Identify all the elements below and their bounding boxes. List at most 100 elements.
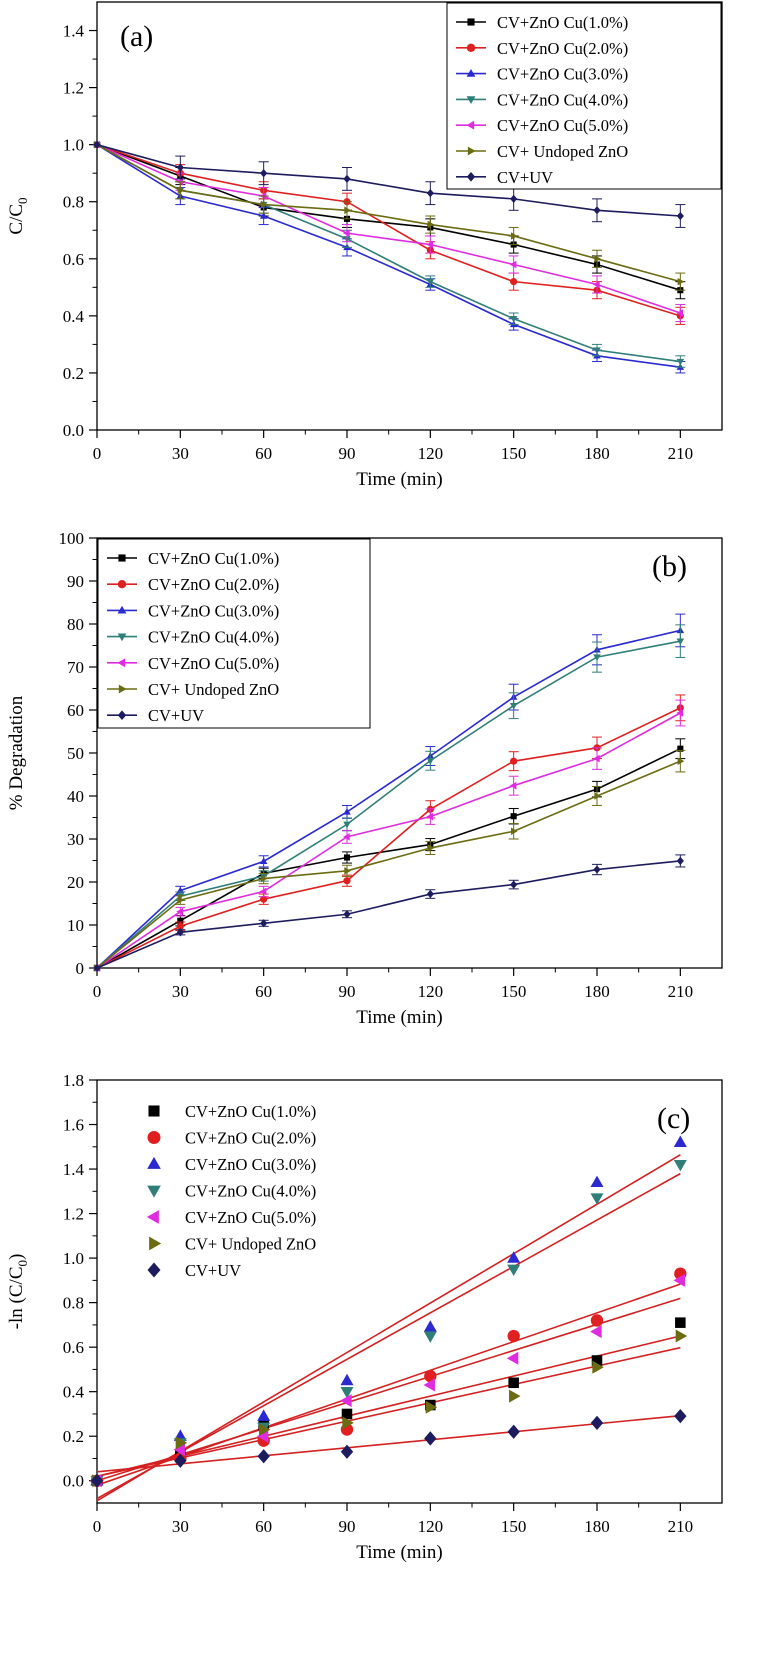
data-point [673,1135,687,1147]
data-point [594,792,601,800]
data-point [343,854,351,861]
panel-c: 0 30 60 90 120 150 180 210 0.0 0.2 0.4 0.6 0.8 1.0 1.2… [6,1071,723,1563]
legend-frame [446,2,722,190]
data-point [510,827,518,836]
data-point [425,1400,438,1414]
legend-item: CV+ZnO Cu(5.0%) [456,116,628,135]
legend-marker [466,96,476,105]
data-point [676,211,684,221]
series-line [96,860,681,969]
data-point [674,1409,687,1424]
legend-item: CV+ Undoped ZnO [149,1235,316,1254]
data-point [175,1436,188,1450]
y-tick-label: 1.2 [63,1205,84,1224]
x-tick-label: 60 [255,444,272,463]
data-point [343,833,350,841]
y-tick-label: 0.0 [63,1472,84,1491]
legend-marker [148,1105,160,1117]
data-point [676,856,684,866]
y-axis-title: % Degradation [6,695,27,810]
legend-item: CV+UV [107,706,204,725]
data-point [427,844,435,852]
legend-label: CV+UV [185,1261,241,1280]
data-point [677,277,685,286]
data-point [93,140,101,149]
data-point [676,638,685,646]
data-point [510,194,518,204]
data-point [507,1264,521,1277]
legend-item: CV+ZnO Cu(2.0%) [107,575,279,594]
x-tick-label: 60 [255,982,272,1001]
legend-frame [97,538,371,729]
data-point [507,1329,520,1343]
data-point [677,757,685,765]
x-tick-label: 210 [668,1517,694,1536]
x-tick-label: 30 [172,1517,189,1536]
x-tick-label: 180 [584,982,610,1001]
legend-item: CV+ZnO Cu(5.0%) [107,654,279,673]
series-line [96,640,681,969]
legend-item: CV+UV [456,168,553,187]
y-axis-title-main: % Degradation [6,695,27,810]
data-point [593,347,601,355]
data-point [344,867,351,875]
y-tick-label: 0.8 [63,1294,84,1313]
data-point [340,1444,354,1459]
y-tick-label: 0.4 [63,1383,85,1402]
legend-label: CV+UV [148,706,204,725]
legend-marker [467,146,476,156]
series-cv-zno-cu-2-0 [93,694,686,972]
series-line [96,747,681,969]
panel-c-plot-frame [96,1079,723,1504]
data-point [93,963,101,973]
y-axis-title-main: -ln (C/C [6,1267,27,1330]
data-point [176,928,184,937]
y-tick-label: 0.0 [63,421,84,440]
panel-a: 0 30 60 90 120 150 180 210 0.0 0.2 0.4 0.6 0.8 1.0 1.2… [6,1,723,490]
data-point [593,865,601,874]
x-tick-label: 180 [584,1517,610,1536]
data-point [340,1373,354,1386]
fit-line-cv-zno-cu-5-0 [96,1297,681,1482]
legend-label: CV+ZnO Cu(2.0%) [185,1129,316,1148]
data-point [260,200,268,209]
legend-label: CV+ Undoped ZnO [148,680,279,699]
legend-marker [117,658,126,668]
y-axis-title-main: C/C [6,204,27,235]
x-tick-label: 30 [172,982,189,1001]
series-cv-uv [93,140,686,228]
legend-marker [466,120,475,130]
data-point [676,309,684,317]
series-line [96,760,681,969]
fit-line-cv-zno-cu-3-0 [96,1154,681,1502]
legend-label: CV+ZnO Cu(3.0%) [185,1155,316,1174]
data-point [509,1389,521,1403]
data-point [257,1449,270,1464]
x-tick-label: 210 [668,444,694,463]
data-point [676,358,685,366]
data-point [593,754,600,763]
series-line [96,143,681,283]
y-axis-title: -ln (C/C0) [6,1254,30,1330]
y-tick-label: 0 [76,959,85,978]
legend-marker [147,1131,161,1144]
data-point [510,813,517,820]
y-tick-label: 1.2 [63,79,84,98]
data-point [260,874,268,883]
x-tick-label: 150 [501,982,527,1001]
y-tick-label: 100 [59,529,85,548]
legend-marker [146,1210,159,1224]
y-tick-label: 0.2 [63,1427,84,1446]
data-point [590,1314,604,1327]
y-tick-label: 1.4 [63,1160,85,1179]
legend-item: CV+ Undoped ZnO [107,680,279,699]
data-point [677,745,684,752]
legend-marker [147,1185,161,1198]
series-cv-zno-cu-3-0 [90,1135,687,1486]
data-point [260,169,268,178]
series-cv-zno-cu-1-0 [93,738,686,972]
data-point [177,186,185,195]
data-point [591,1355,603,1366]
x-tick-label: 150 [501,1517,527,1536]
